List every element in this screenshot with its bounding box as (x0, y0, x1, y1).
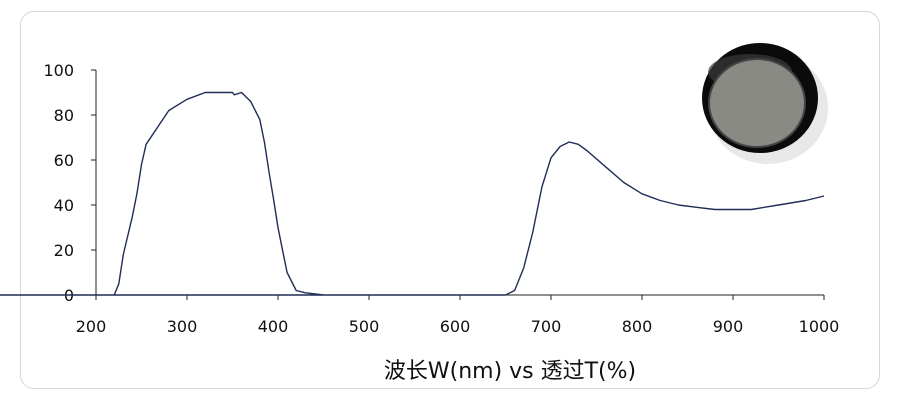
y-tick-label: 100 (43, 61, 74, 80)
filter-glass (709, 59, 805, 147)
x-tick-label: 300 (167, 317, 198, 336)
x-ticks: 200 300 400 500 600 700 800 900 1000 (76, 295, 840, 336)
x-tick-label: 500 (349, 317, 380, 336)
x-axis-title: 波长W(nm) vs 透过T(%) (384, 359, 636, 384)
y-tick-label: 40 (54, 196, 74, 215)
x-tick-label: 200 (76, 317, 107, 336)
y-tick-label: 20 (54, 241, 74, 260)
series-line (0, 91, 825, 296)
x-tick-label: 700 (531, 317, 562, 336)
filter-photo (702, 43, 828, 164)
y-tick-label: 60 (54, 151, 74, 170)
x-tick-label: 900 (713, 317, 744, 336)
x-tick-label: 600 (440, 317, 471, 336)
x-tick-label: 1000 (799, 317, 840, 336)
x-tick-label: 400 (258, 317, 289, 336)
y-tick-label: 80 (54, 106, 74, 125)
series-layer (0, 91, 825, 296)
filter-glass-edge (708, 58, 806, 148)
x-tick-label: 800 (622, 317, 653, 336)
